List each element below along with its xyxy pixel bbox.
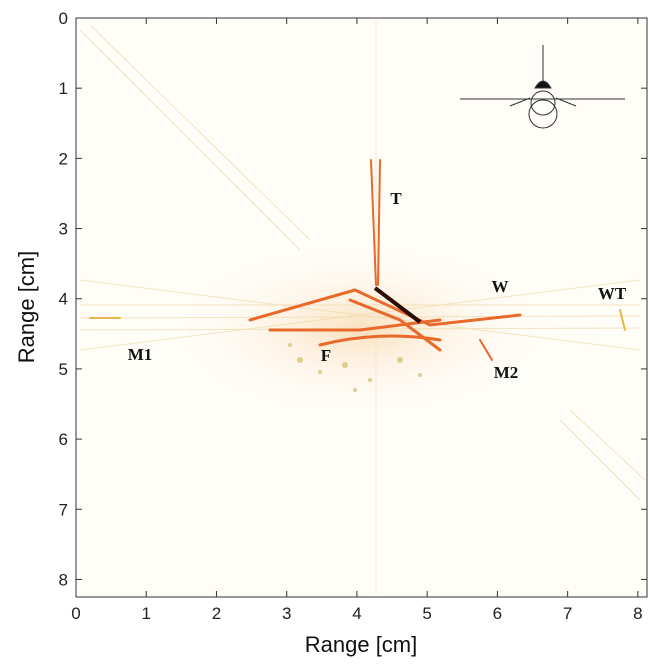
x-tick-label: 0	[71, 604, 80, 623]
y-tick-label: 4	[59, 290, 68, 309]
annotation: M1	[128, 345, 153, 364]
x-axis-label: Range [cm]	[305, 632, 418, 657]
annotation: WT	[598, 284, 627, 303]
plot-frame	[75, 17, 648, 598]
image-peak	[373, 286, 422, 324]
y-tick-label: 8	[59, 570, 68, 589]
y-tick-label: 7	[59, 500, 68, 519]
x-tick-label: 7	[563, 604, 572, 623]
x-tick-label: 1	[141, 604, 150, 623]
annotation: T	[390, 189, 402, 208]
x-tick-label: 4	[352, 604, 361, 623]
annotation: W	[492, 277, 509, 296]
x-tick-label: 2	[212, 604, 221, 623]
x-tick-label: 8	[633, 604, 642, 623]
image-speckle	[288, 343, 422, 392]
y-tick-label: 5	[59, 360, 68, 379]
y-axis-label: Range [cm]	[14, 251, 39, 364]
y-tick-label: 0	[59, 9, 68, 28]
radar-image	[76, 18, 647, 597]
annotation: F	[321, 346, 331, 365]
image-target	[89, 159, 626, 361]
y-tick-label: 6	[59, 430, 68, 449]
x-tick-label: 3	[282, 604, 291, 623]
aircraft-icon	[460, 45, 625, 129]
y-tick-label: 3	[59, 220, 68, 239]
x-tick-label: 6	[493, 604, 502, 623]
x-tick-label: 5	[422, 604, 431, 623]
annotation: M2	[494, 363, 519, 382]
y-tick-label: 1	[59, 79, 68, 98]
y-tick-label: 2	[59, 149, 68, 168]
